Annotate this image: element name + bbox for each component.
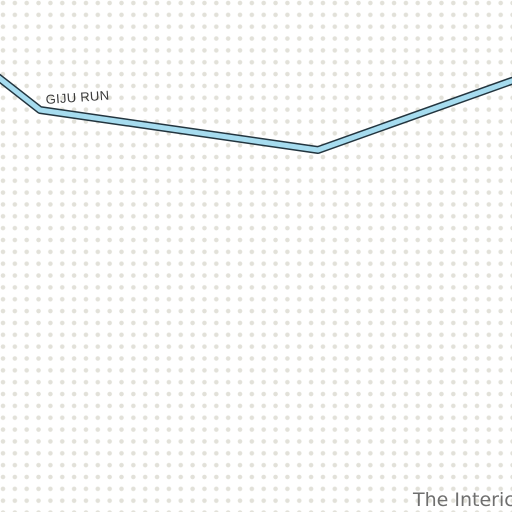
road-label: GIJU RUN: [45, 88, 110, 107]
region-label: The Interic: [412, 489, 512, 511]
road-giju-run[interactable]: GIJU RUN: [0, 73, 512, 154]
road-fill: [0, 75, 512, 153]
